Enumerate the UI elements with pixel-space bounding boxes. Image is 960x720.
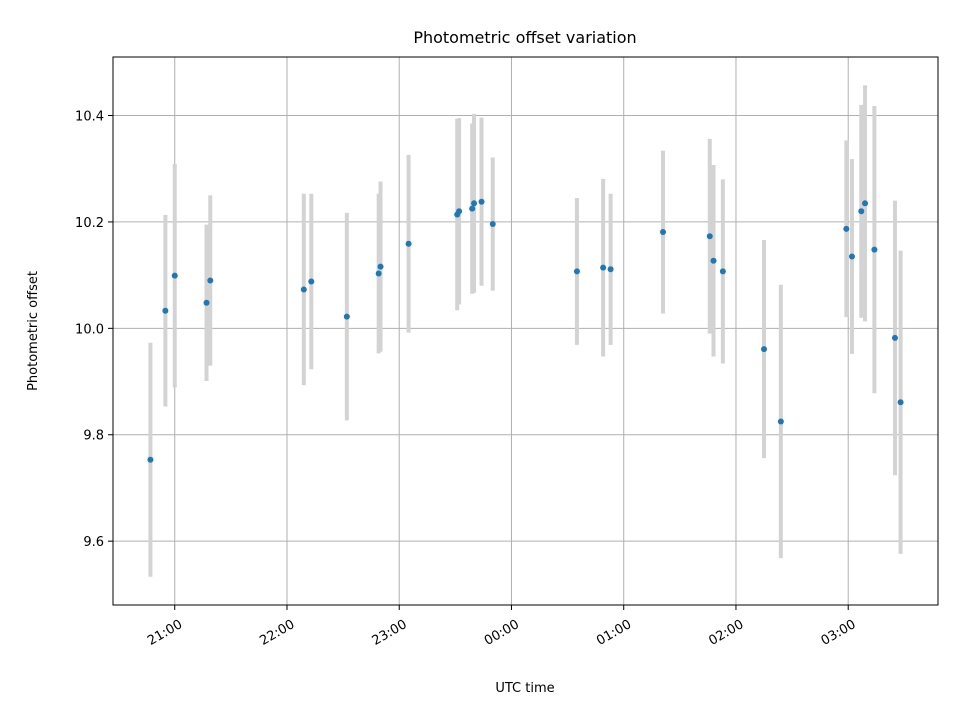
data-point [456,208,463,215]
data-point [300,286,307,293]
data-point [607,266,614,273]
data-point [777,418,784,425]
data-point [471,200,478,207]
data-point [489,221,496,228]
data-point [660,229,666,236]
data-point [343,313,350,320]
grid-layer [113,57,938,605]
data-point [377,263,384,270]
y-tick-label: 10.0 [75,322,104,337]
data-point [706,233,713,240]
x-axis-label: UTC time [495,681,554,696]
chart-title: Photometric offset variation [413,28,636,47]
data-point [891,334,898,341]
y-tick-label: 9.8 [83,429,104,444]
data-point [871,246,878,253]
data-point [405,240,412,247]
y-tick-label: 10.2 [75,216,104,231]
point-layer [147,198,904,463]
data-point [848,253,855,260]
y-tick-label: 9.6 [83,535,104,550]
data-point [478,198,485,205]
data-point [171,272,178,279]
data-point [573,268,580,275]
data-point [203,299,210,306]
data-point [469,205,476,212]
data-point [162,307,169,314]
data-point [207,277,214,284]
data-point [858,208,865,215]
y-axis-label: Photometric offset [26,271,41,391]
plot-frame [112,56,939,606]
y-tick-layer: 9.6 9.8 10.0 10.2 10.4 [75,110,113,550]
data-point [600,264,607,271]
data-point [862,200,869,207]
data-point [147,456,154,463]
data-point [897,399,904,406]
data-point [761,346,768,353]
y-tick-label: 10.4 [75,110,104,125]
data-point [710,257,717,264]
data-point [375,270,382,277]
data-point [719,268,726,275]
data-point [843,225,850,232]
plot-area [113,57,938,605]
data-point [308,278,315,285]
